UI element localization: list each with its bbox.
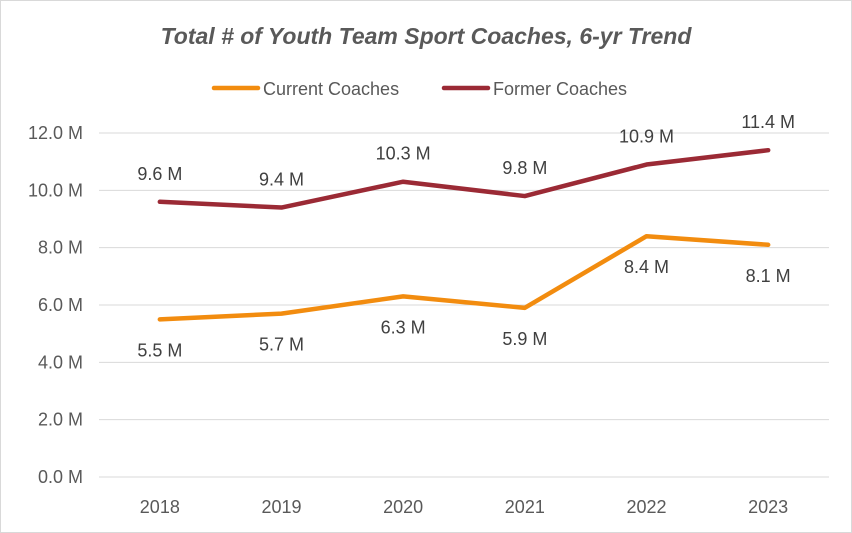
- series-line-former-coaches: [157, 147, 771, 210]
- data-label: 11.4 M: [741, 112, 795, 132]
- data-label: 8.1 M: [746, 266, 791, 286]
- y-tick-label: 12.0 M: [28, 123, 83, 143]
- gridlines: [99, 132, 829, 478]
- data-label: 6.3 M: [381, 317, 426, 337]
- data-label: 9.6 M: [137, 164, 182, 184]
- x-tick-label: 2022: [626, 497, 666, 517]
- series-line-current-coaches: [157, 233, 771, 322]
- chart-title: Total # of Youth Team Sport Coaches, 6-y…: [161, 23, 693, 49]
- x-tick-label: 2021: [505, 497, 545, 517]
- data-label: 5.7 M: [259, 335, 304, 355]
- x-tick-label: 2019: [261, 497, 301, 517]
- y-tick-label: 2.0 M: [38, 410, 83, 430]
- legend-label: Current Coaches: [263, 79, 399, 99]
- y-tick-label: 4.0 M: [38, 352, 83, 372]
- series-lines: [157, 147, 771, 322]
- legend: Current Coaches Former Coaches: [211, 79, 627, 99]
- y-tick-label: 0.0 M: [38, 467, 83, 487]
- legend-label: Former Coaches: [493, 79, 627, 99]
- data-label: 9.8 M: [502, 158, 547, 178]
- data-label: 10.3 M: [376, 144, 431, 164]
- data-label: 9.4 M: [259, 170, 304, 190]
- data-label: 8.4 M: [624, 257, 669, 277]
- x-axis: 2018 2019 2020 2021 2022 2023: [140, 497, 788, 517]
- y-tick-label: 10.0 M: [28, 180, 83, 200]
- data-label: 5.9 M: [502, 329, 547, 349]
- y-axis: 0.0 M 2.0 M 4.0 M 6.0 M 8.0 M 10.0 M 12.0 M: [28, 123, 83, 487]
- data-label: 5.5 M: [137, 340, 182, 360]
- data-label: 10.9 M: [619, 127, 674, 147]
- x-tick-label: 2023: [748, 497, 788, 517]
- y-tick-label: 8.0 M: [38, 238, 83, 258]
- data-labels: 5.5 M 5.7 M 6.3 M 5.9 M 8.4 M 8.1 M 9.6 M 9.4 M…: [137, 112, 795, 360]
- x-tick-label: 2018: [140, 497, 180, 517]
- y-tick-label: 6.0 M: [38, 295, 83, 315]
- x-tick-label: 2020: [383, 497, 423, 517]
